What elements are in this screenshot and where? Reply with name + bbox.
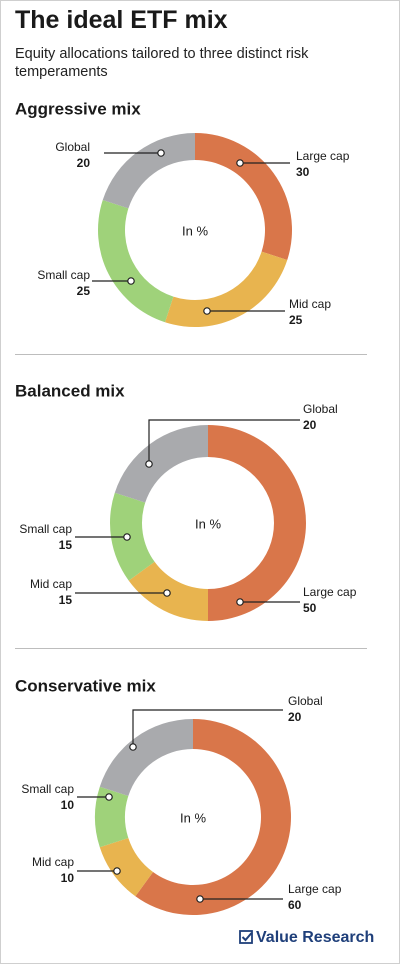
label-name: Small cap bbox=[19, 522, 72, 536]
label-name: Small cap bbox=[21, 782, 74, 796]
data-label: 30 bbox=[296, 165, 310, 179]
donut-slice bbox=[99, 719, 193, 796]
donut-slice bbox=[94, 786, 129, 848]
data-label: 10 bbox=[61, 871, 75, 885]
data-label: 10 bbox=[61, 798, 75, 812]
center-label: In % bbox=[182, 223, 208, 238]
label-name: Global bbox=[288, 694, 323, 708]
donut-slice bbox=[109, 492, 155, 581]
label-name: Global bbox=[55, 140, 90, 154]
label-name: Mid cap bbox=[289, 297, 331, 311]
leader-dot bbox=[157, 149, 165, 157]
label-name: Small cap bbox=[37, 268, 90, 282]
data-label: 25 bbox=[289, 313, 303, 327]
page-title: The ideal ETF mix bbox=[15, 6, 228, 34]
chart-title: Conservative mix bbox=[15, 676, 156, 695]
label-name: Mid cap bbox=[30, 577, 72, 591]
data-label: 15 bbox=[59, 593, 73, 607]
label-name: Mid cap bbox=[32, 855, 74, 869]
label-name: Large cap bbox=[303, 585, 357, 599]
leader-dot bbox=[163, 589, 171, 597]
leader-dot bbox=[129, 743, 137, 751]
data-label: 20 bbox=[288, 710, 302, 724]
center-label: In % bbox=[195, 516, 221, 531]
donut-slice bbox=[98, 200, 174, 323]
donut-slice bbox=[208, 425, 306, 621]
data-label: 15 bbox=[59, 538, 73, 552]
donut-slice bbox=[165, 251, 288, 327]
leader-line bbox=[132, 709, 283, 747]
donut-slice bbox=[195, 133, 292, 260]
leader-dot bbox=[203, 307, 211, 315]
donut-slice bbox=[102, 133, 195, 209]
data-label: 25 bbox=[77, 284, 91, 298]
leader-dot bbox=[236, 598, 244, 606]
data-label: 20 bbox=[303, 418, 317, 432]
donut-slice bbox=[135, 719, 291, 916]
data-label: 20 bbox=[77, 156, 91, 170]
center-label: In % bbox=[180, 810, 206, 825]
data-label: 60 bbox=[288, 898, 302, 912]
donut-slice bbox=[114, 425, 208, 503]
brand: Value Research bbox=[256, 929, 374, 946]
brand-icon bbox=[239, 930, 253, 944]
leader-dot bbox=[105, 793, 113, 801]
chart-title: Aggressive mix bbox=[15, 99, 141, 118]
page-subtitle: Equity allocations tailored to three dis… bbox=[15, 46, 309, 80]
leader-dot bbox=[123, 533, 131, 541]
label-name: Global bbox=[303, 402, 338, 416]
label-name: Large cap bbox=[288, 882, 342, 896]
leader-dot bbox=[145, 460, 153, 468]
leader-dot bbox=[196, 895, 204, 903]
label-name: Large cap bbox=[296, 149, 350, 163]
leader-dot bbox=[113, 867, 121, 875]
leader-dot bbox=[127, 277, 135, 285]
leader-dot bbox=[236, 159, 244, 167]
leader-line bbox=[148, 419, 300, 464]
data-label: 50 bbox=[303, 601, 317, 615]
chart-title: Balanced mix bbox=[15, 381, 125, 400]
donut-slice bbox=[99, 838, 154, 897]
